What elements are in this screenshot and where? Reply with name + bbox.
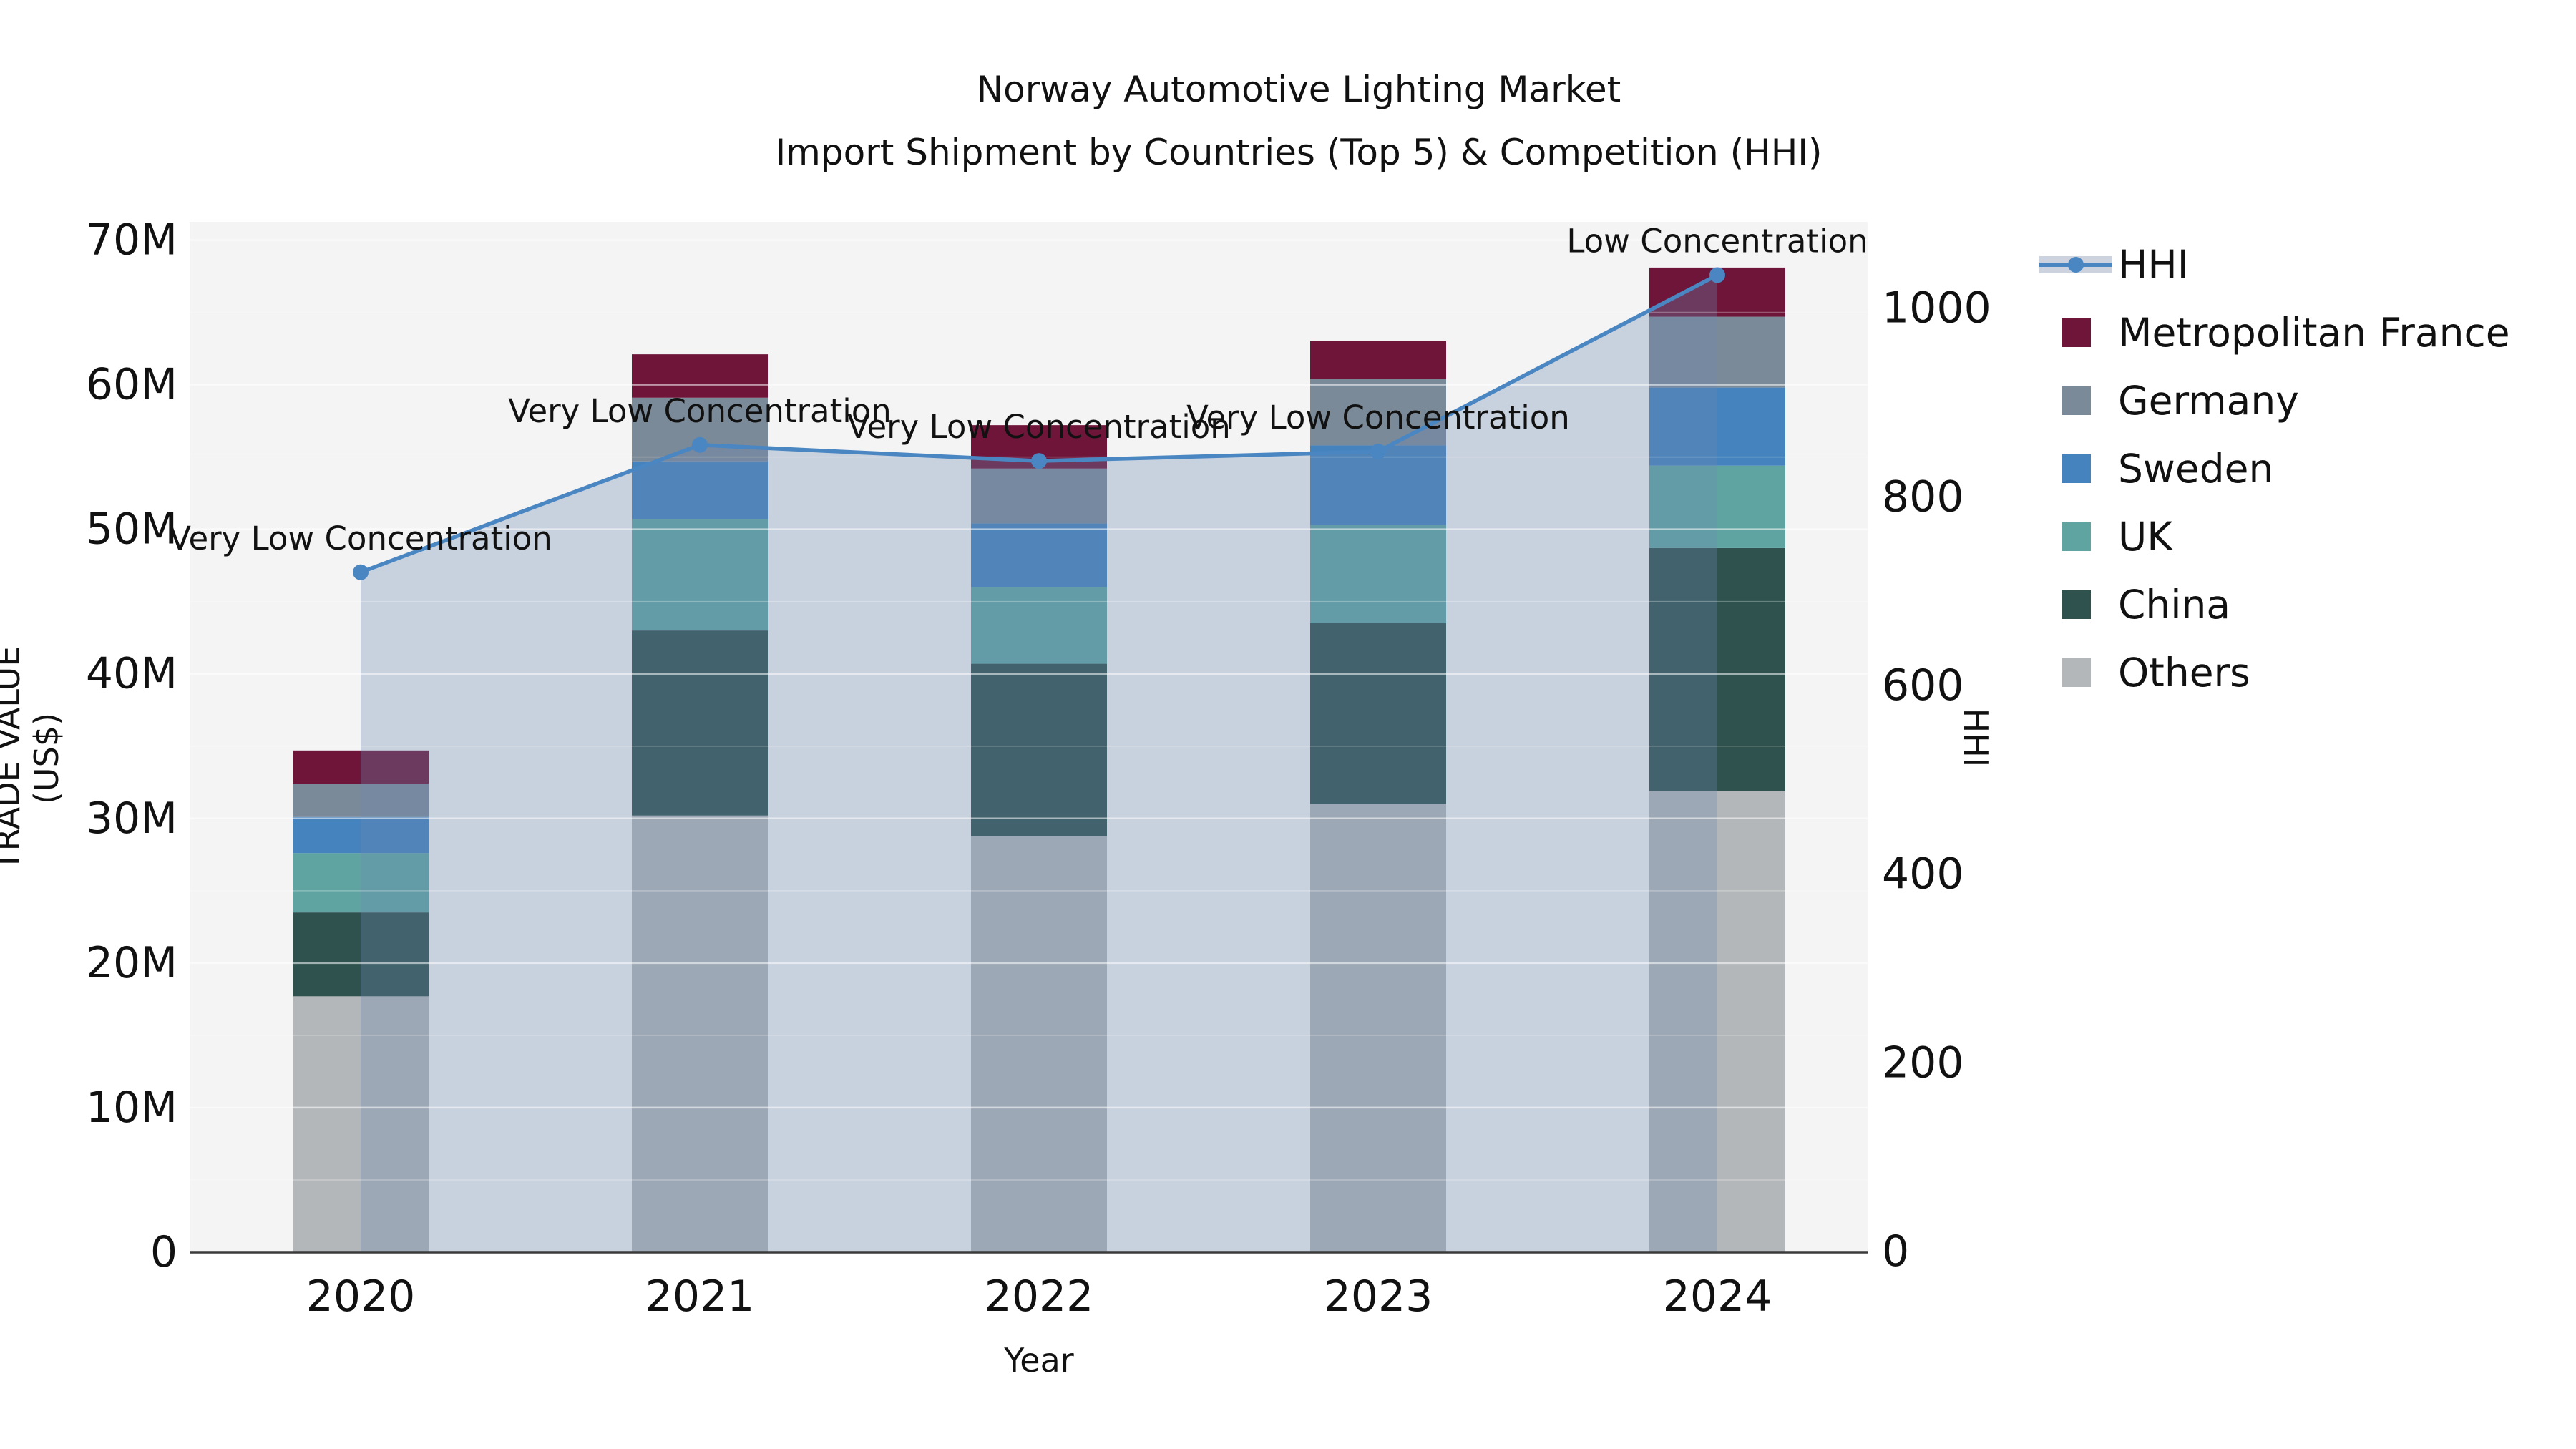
hhi-marker-2024	[1709, 267, 1725, 283]
legend-label-hhi: HHI	[2118, 242, 2189, 288]
bar-segment-2024-germany	[1649, 316, 1785, 388]
legend-label-uk: UK	[2118, 514, 2173, 560]
y-left-tick-10M: 10M	[86, 1083, 177, 1133]
hhi-marker-2022	[1031, 453, 1047, 469]
y-left-tick-50M: 50M	[86, 504, 177, 555]
legend-hhi-marker-icon	[2068, 257, 2084, 273]
legend-swatch-sweden	[2062, 454, 2091, 483]
y-left-tick-0: 0	[150, 1227, 177, 1277]
bar-segment-2021-uk	[632, 519, 768, 631]
bar-segment-2021-china	[632, 630, 768, 816]
x-axis-title: Year	[1004, 1341, 1074, 1380]
annotation-2024: Low Concentration	[1566, 222, 1868, 260]
y-right-tick-800: 800	[1882, 472, 1964, 522]
y-axis-right-title: HHI	[1956, 708, 1995, 768]
bar-segment-2023-metropolitan-france	[1310, 341, 1446, 379]
y-right-tick-1000: 1000	[1882, 283, 1991, 333]
hhi-marker-2020	[353, 564, 369, 580]
legend-swatch-uk	[2062, 522, 2091, 551]
bar-segment-2022-uk	[971, 587, 1107, 664]
chart-title-line2: Import Shipment by Countries (Top 5) & C…	[0, 132, 2576, 173]
legend-label-germany: Germany	[2118, 378, 2299, 424]
x-tick-2023: 2023	[1324, 1272, 1433, 1322]
bar-segment-2020-others	[293, 996, 429, 1252]
legend-label-sweden: Sweden	[2118, 446, 2274, 492]
legend-label-china: China	[2118, 582, 2231, 628]
bar-segment-2021-sweden	[632, 461, 768, 519]
y-left-tick-70M: 70M	[86, 215, 177, 265]
bar-segment-2020-uk	[293, 853, 429, 913]
chart-title-line1: Norway Automotive Lighting Market	[0, 69, 2576, 110]
annotation-2021: Very Low Concentration	[508, 392, 892, 430]
legend-swatch-metropolitan-france	[2062, 318, 2091, 347]
bar-segment-2022-china	[971, 663, 1107, 836]
hhi-marker-2021	[692, 436, 708, 453]
annotation-2020: Very Low Concentration	[169, 519, 552, 557]
bar-segment-2023-uk	[1310, 525, 1446, 623]
hhi-marker-2023	[1370, 443, 1386, 459]
y-right-tick-200: 200	[1882, 1038, 1964, 1088]
bar-segment-2024-sweden	[1649, 387, 1785, 466]
legend-label-metropolitan-france: Metropolitan France	[2118, 310, 2510, 356]
bar-segment-2023-germany	[1310, 379, 1446, 446]
bar-segment-2020-china	[293, 912, 429, 997]
y-right-tick-600: 600	[1882, 660, 1964, 711]
bar-segment-2020-germany	[293, 784, 429, 817]
bar-segment-2021-metropolitan-france	[632, 354, 768, 398]
chart-title-text1: Norway Automotive Lighting Market	[976, 69, 1621, 110]
bar-segment-2023-others	[1310, 804, 1446, 1252]
y-axis-left-title: TRADE VALUE (US$)	[0, 645, 66, 872]
x-tick-2022: 2022	[985, 1272, 1094, 1322]
bar-segment-2020-sweden	[293, 816, 429, 854]
bar-segment-2024-others	[1649, 791, 1785, 1252]
bar-segment-2023-china	[1310, 623, 1446, 804]
bar-segment-2024-uk	[1649, 465, 1785, 548]
hhi-area-fill	[361, 275, 1717, 1252]
bar-segment-2022-germany	[971, 468, 1107, 524]
chart-title-text2: Import Shipment by Countries (Top 5) & C…	[775, 132, 1823, 173]
y-left-tick-60M: 60M	[86, 360, 177, 410]
x-tick-2020: 2020	[306, 1272, 416, 1322]
legend-swatch-germany	[2062, 386, 2091, 415]
bar-segment-2020-metropolitan-france	[293, 750, 429, 784]
bar-segment-2021-others	[632, 815, 768, 1252]
bar-segment-2024-china	[1649, 547, 1785, 791]
annotation-2022: Very Low Concentration	[847, 408, 1231, 446]
legend-swatch-china	[2062, 590, 2091, 619]
y-right-tick-400: 400	[1882, 849, 1964, 899]
x-tick-2021: 2021	[645, 1272, 755, 1322]
bar-segment-2022-others	[971, 836, 1107, 1252]
legend-swatch-others	[2062, 658, 2091, 687]
x-tick-2024: 2024	[1663, 1272, 1772, 1322]
y-left-tick-40M: 40M	[86, 649, 177, 699]
bar-segment-2022-sweden	[971, 523, 1107, 587]
y-right-tick-0: 0	[1882, 1226, 1909, 1277]
legend-label-others: Others	[2118, 650, 2250, 696]
annotation-2023: Very Low Concentration	[1186, 399, 1570, 436]
y-left-tick-30M: 30M	[86, 794, 177, 844]
y-left-tick-20M: 20M	[86, 938, 177, 988]
